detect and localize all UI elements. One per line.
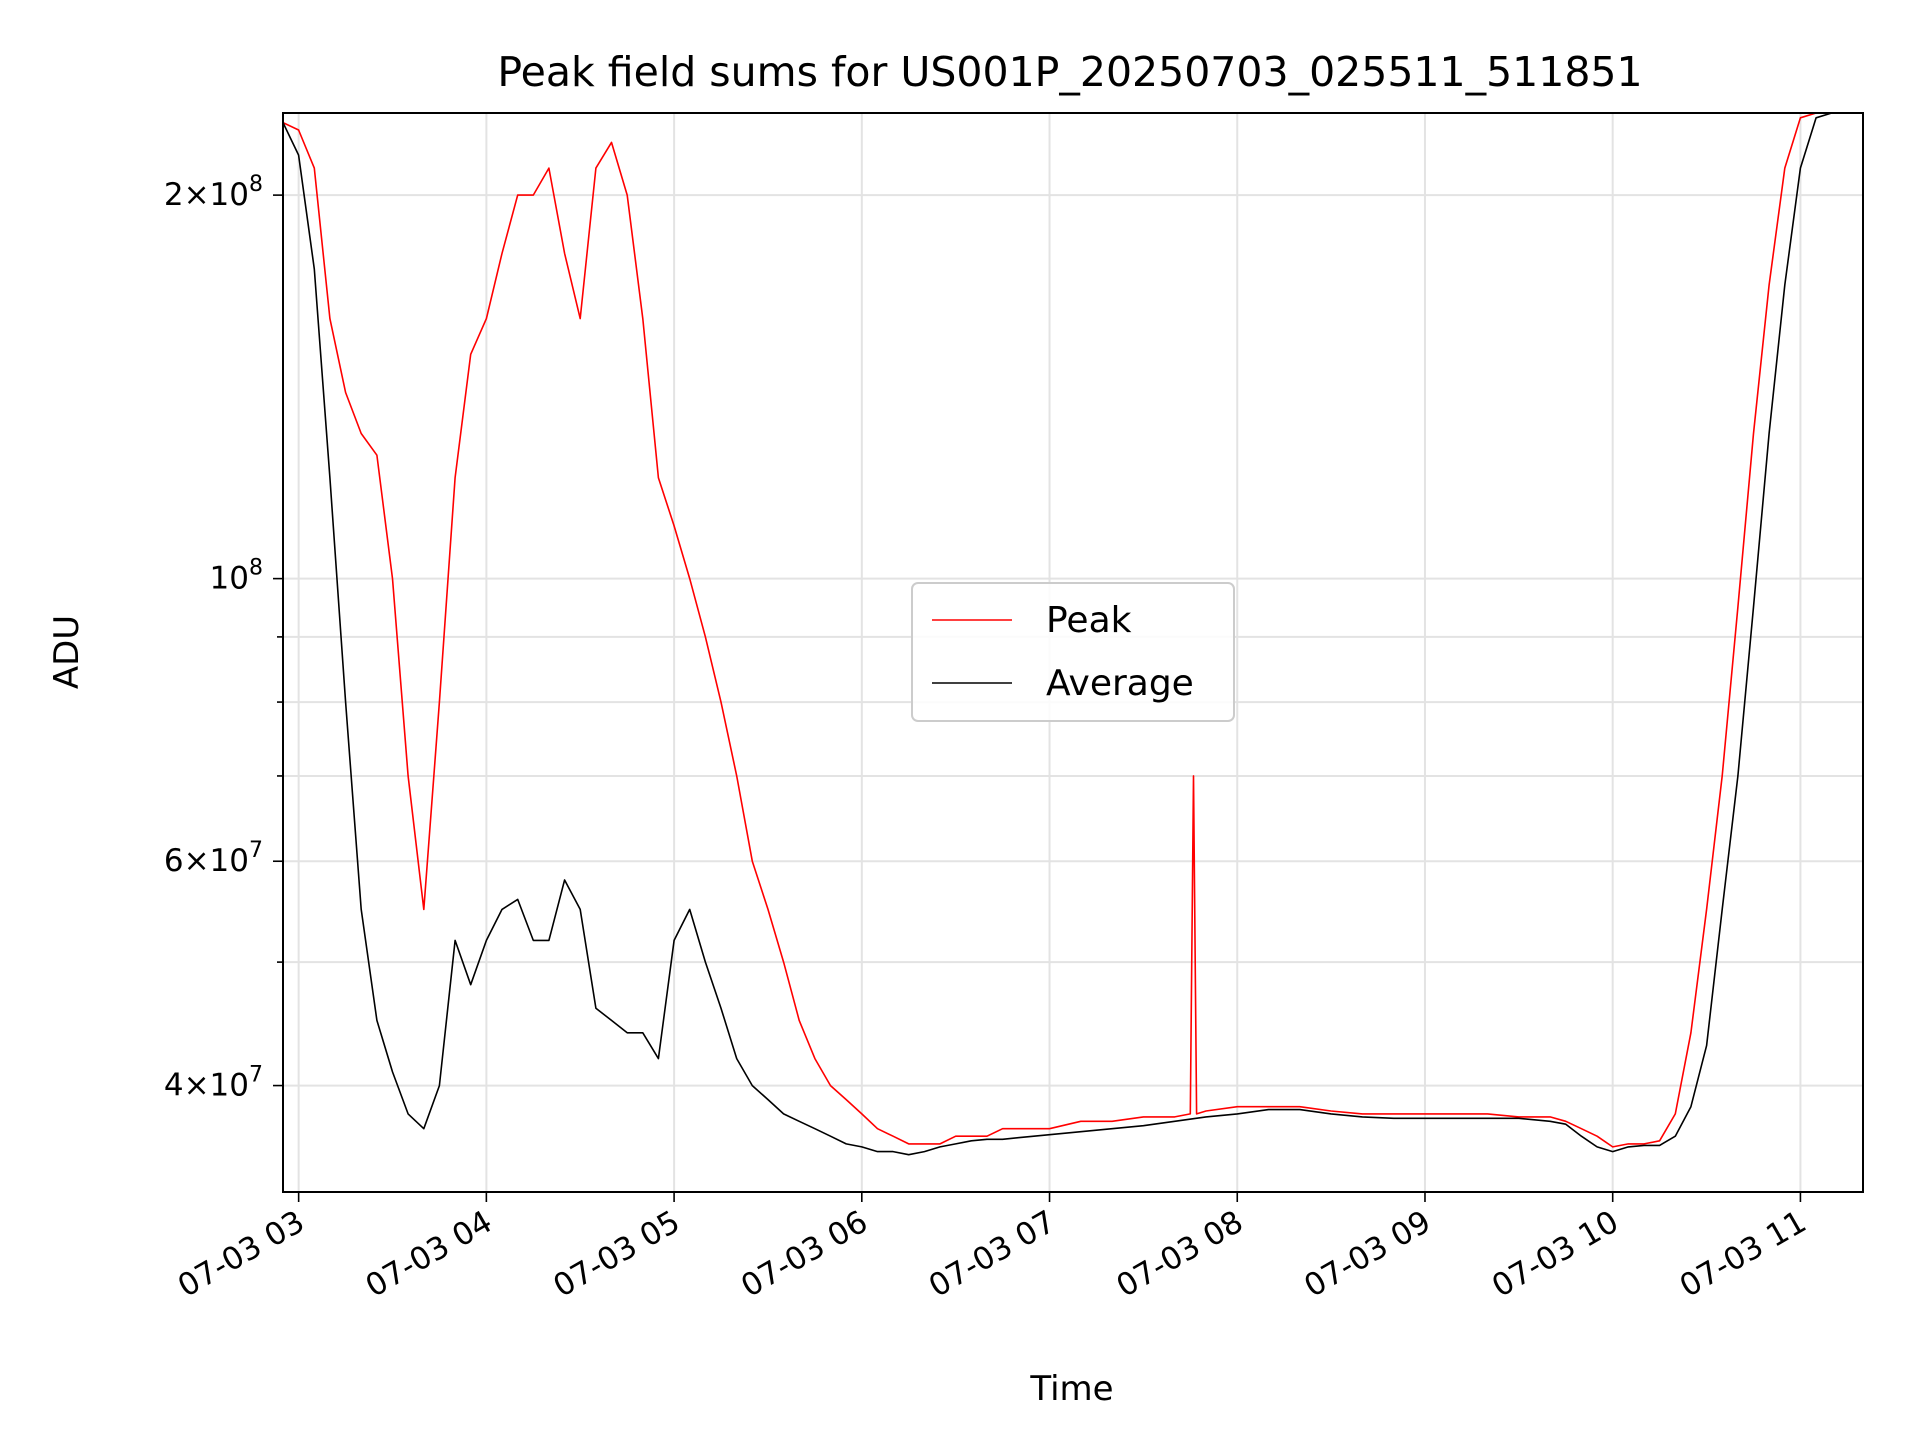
y-tick-label: 108: [210, 556, 263, 597]
x-tick-label: 07-03 07: [923, 1204, 1062, 1305]
legend-average-label: Average: [1046, 663, 1194, 704]
x-tick-label: 07-03 05: [547, 1204, 686, 1305]
series-peak-line: [282, 112, 1863, 1148]
legend: Peak Average: [911, 582, 1235, 722]
x-tick-label: 07-03 08: [1111, 1204, 1250, 1305]
x-tick-label: 07-03 11: [1674, 1204, 1813, 1305]
legend-peak-label: Peak: [1046, 600, 1132, 641]
plot-frame: [282, 112, 1864, 1193]
legend-box: [911, 582, 1235, 722]
y-tick-label: 2×108: [164, 172, 263, 213]
chart-title: Peak field sums for US001P_20250703_0255…: [497, 48, 1642, 96]
series-layer: [282, 112, 1863, 1156]
x-tick-label: 07-03 06: [735, 1204, 874, 1305]
x-axis-ticks: 07-03 03 07-03 04 07-03 05 07-03 06 07-03 07…: [172, 1192, 1812, 1305]
y-tick-label: 4×107: [164, 1063, 263, 1104]
series-average-line: [282, 112, 1863, 1156]
x-tick-label: 07-03 09: [1298, 1204, 1437, 1305]
y-axis-label: ADU: [47, 615, 87, 689]
y-axis-ticks: 4×107 6×107 108 2×108: [164, 172, 283, 1104]
x-tick-label: 07-03 04: [360, 1204, 499, 1305]
x-tick-label: 07-03 03: [172, 1204, 311, 1305]
x-tick-label: 07-03 10: [1486, 1204, 1625, 1305]
y-tick-label: 6×107: [164, 838, 263, 879]
x-axis-label: Time: [1029, 1369, 1113, 1409]
